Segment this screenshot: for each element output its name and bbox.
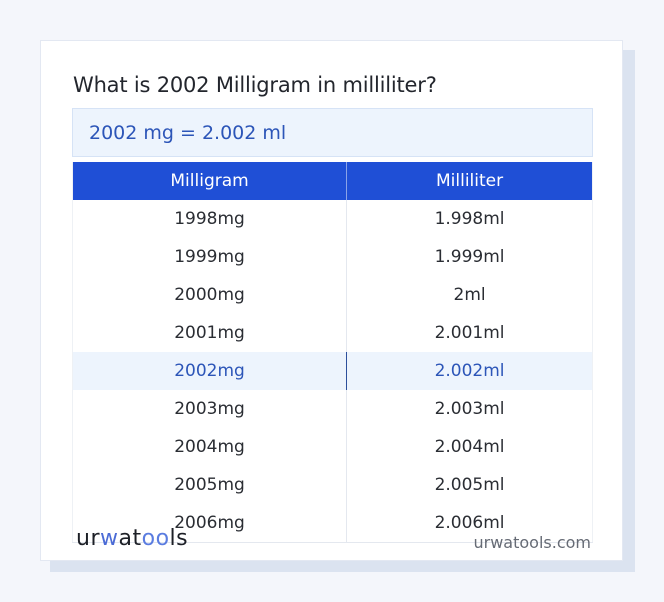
table-row: 1998mg 1.998ml (72, 200, 593, 238)
conversion-table: Milligram Milliliter 1998mg 1.998ml 1999m… (72, 162, 593, 543)
mg-cell: 2003mg (72, 390, 348, 428)
logo-text: ur (76, 526, 100, 551)
logo-text: oo (141, 526, 170, 551)
logo-text: w (100, 526, 119, 551)
column-header-milliliter: Milliliter (346, 162, 593, 200)
table-row: 2005mg 2.005ml (72, 466, 593, 504)
table-row: 1999mg 1.999ml (72, 238, 593, 276)
ml-cell: 2.003ml (434, 399, 505, 419)
site-url: urwatools.com (473, 533, 592, 552)
ml-cell: 2.001ml (434, 323, 505, 343)
mg-cell: 2000mg (72, 276, 348, 314)
mg-cell: 2005mg (72, 466, 348, 504)
table-row: 2004mg 2.004ml (72, 428, 593, 466)
ml-cell: 2.006ml (346, 504, 593, 543)
logo-text: at (118, 526, 142, 551)
table-header-row: Milligram Milliliter (72, 162, 593, 200)
mg-cell: 2001mg (72, 314, 348, 352)
mg-cell: 1998mg (72, 200, 348, 238)
table-row: 2006mg 2.006ml (72, 504, 593, 543)
ml-cell: 2.004ml (434, 437, 505, 457)
table-row: 2003mg 2.003ml (72, 390, 593, 428)
mg-cell: 1999mg (72, 238, 348, 276)
ml-cell: 1.998ml (434, 209, 505, 229)
table-row: 2000mg 2ml (72, 276, 593, 314)
logo-text: ls (169, 526, 189, 551)
ml-cell: 2.005ml (434, 475, 505, 495)
conversion-result: 2002 mg = 2.002 ml (72, 108, 593, 157)
ml-cell: 2ml (453, 285, 486, 305)
ml-cell: 1.999ml (434, 247, 505, 267)
ml-cell: 2.002ml (346, 352, 593, 390)
table-row-highlighted: 2002mg 2.002ml (72, 352, 593, 390)
column-header-milligram: Milligram (72, 162, 348, 200)
page-title: What is 2002 Milligram in milliliter? (73, 73, 437, 97)
conversion-card: What is 2002 Milligram in milliliter? 20… (40, 40, 623, 561)
table-row: 2001mg 2.001ml (72, 314, 593, 352)
mg-cell: 2006mg (72, 504, 348, 543)
mg-cell: 2002mg (72, 352, 348, 390)
mg-cell: 2004mg (72, 428, 348, 466)
urwatools-logo: urwatools (76, 526, 188, 551)
